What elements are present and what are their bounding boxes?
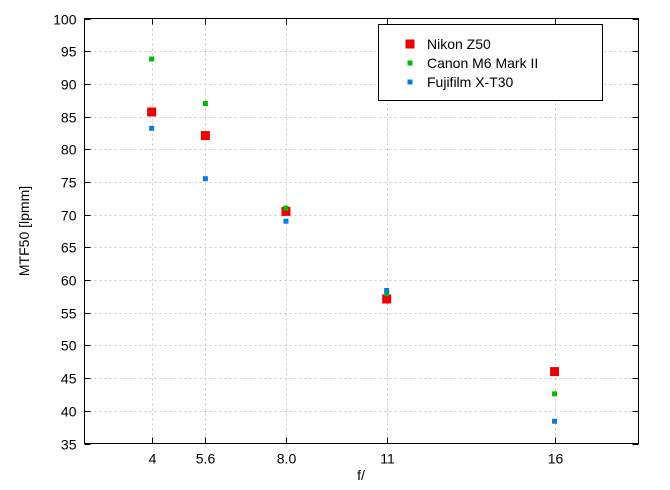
data-point-series-3: [283, 218, 289, 224]
data-point-series-1: [550, 367, 560, 377]
y-tick-label: 100: [53, 12, 77, 28]
data-point-series-3: [552, 418, 558, 424]
y-tick-label: 85: [61, 110, 77, 126]
data-point-series-2: [552, 391, 558, 397]
legend-marker: [407, 79, 413, 85]
data-point-series-3: [149, 125, 155, 131]
data-point-series-2: [149, 56, 155, 62]
tick-labels: 35 40 45 50 55 60 65 70 75 80 85 90 95 100 4 5.6 8.0 11 16: [53, 12, 563, 467]
y-tick-label: 80: [61, 142, 77, 158]
legend-label: Nikon Z50: [427, 36, 491, 52]
data-points: [147, 56, 560, 424]
data-point-series-2: [283, 205, 289, 211]
y-tick-label: 75: [61, 175, 77, 191]
y-tick-label: 55: [61, 306, 77, 322]
legend-marker: [405, 39, 415, 49]
data-point-series-3: [202, 176, 208, 182]
data-point-series-2: [384, 291, 390, 297]
y-tick-label: 90: [61, 77, 77, 93]
data-point-series-2: [202, 101, 208, 106]
data-point-series-1: [382, 294, 392, 304]
x-tick-label: 4: [149, 451, 157, 467]
x-tick-label: 5.6: [196, 451, 216, 467]
x-tick-label: 11: [380, 451, 395, 467]
y-tick-label: 70: [61, 208, 77, 224]
axis-ticks: [84, 18, 639, 445]
y-tick-label: 35: [61, 437, 77, 453]
x-tick-label: 16: [548, 451, 564, 467]
y-tick-label: 65: [61, 240, 77, 256]
y-axis-label: MTF50 [lpmm]: [16, 186, 32, 276]
x-tick-label: 8.0: [277, 451, 297, 467]
legend-marker: [407, 60, 413, 66]
y-tick-label: 50: [61, 338, 77, 354]
plot-frame: [84, 18, 639, 444]
y-tick-label: 60: [61, 273, 77, 289]
legend-label: Fujifilm X-T30: [427, 74, 514, 90]
legend-label: Canon M6 Mark II: [427, 55, 538, 71]
y-tick-label: 40: [61, 404, 77, 420]
x-axis-label: f/: [357, 467, 365, 483]
y-tick-label: 45: [61, 371, 77, 387]
data-point-series-1: [281, 206, 291, 216]
legend-box: [378, 24, 603, 101]
data-point-series-1: [147, 107, 157, 117]
data-point-series-1: [200, 131, 210, 141]
legend: Nikon Z50 Canon M6 Mark II Fujifilm X-T30: [378, 24, 603, 101]
data-point-series-3: [384, 288, 390, 293]
y-tick-label: 95: [61, 44, 77, 60]
grid: [84, 18, 639, 444]
